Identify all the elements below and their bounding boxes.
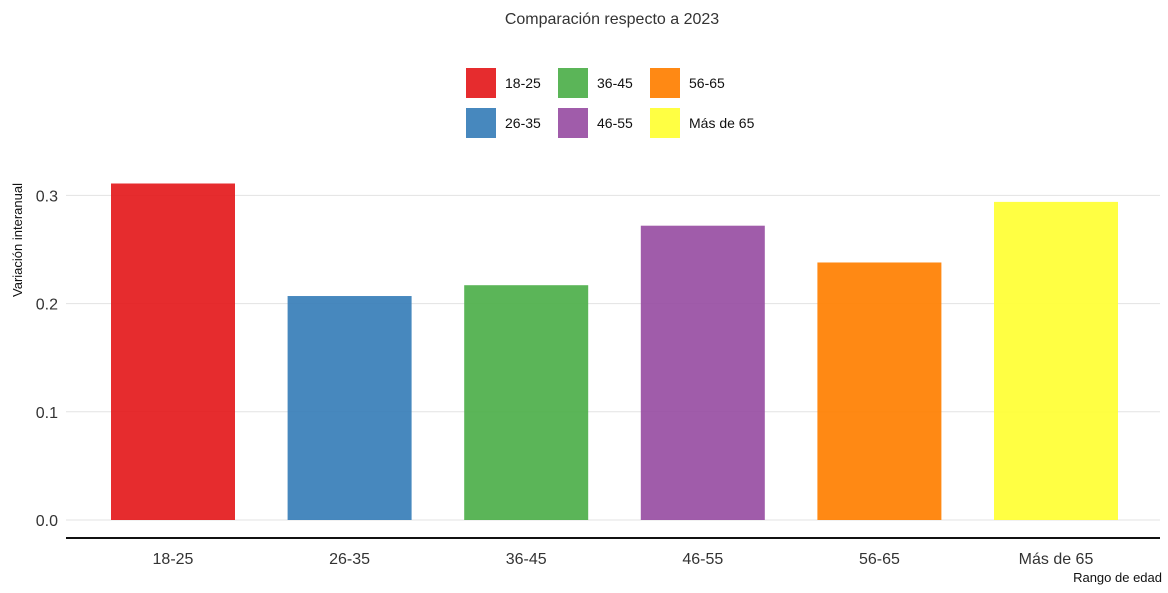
x-tick-label: 56-65 [859, 551, 900, 568]
x-tick-label: 18-25 [153, 551, 194, 568]
y-tick-label: 0.0 [36, 513, 58, 530]
x-axis-ticks: 18-25 26-35 36-45 46-55 56-65 Más de 65 [153, 551, 1094, 568]
x-tick-label: Más de 65 [1019, 551, 1094, 568]
y-tick-label: 0.2 [36, 297, 58, 314]
legend-swatch [558, 68, 588, 98]
legend: 18-25 26-35 36-45 46-55 56-65 Más de 65 [466, 68, 755, 138]
legend-label: Más de 65 [689, 115, 755, 131]
grid-lines [66, 194, 1160, 521]
legend-swatch [558, 108, 588, 138]
x-tick-label: 26-35 [329, 551, 370, 568]
bar [640, 225, 765, 521]
y-tick-label: 0.1 [36, 405, 58, 422]
x-tick-label: 36-45 [506, 551, 547, 568]
x-tick-label: 46-55 [682, 551, 723, 568]
bar [994, 201, 1118, 520]
legend-label: 46-55 [597, 115, 633, 131]
legend-swatch [466, 108, 496, 138]
bar [287, 296, 412, 520]
legend-swatch [650, 68, 680, 98]
legend-swatch [466, 68, 496, 98]
y-axis-ticks: 0.0 0.1 0.2 0.3 [36, 188, 58, 530]
y-axis-label: Variación interanual [10, 183, 25, 297]
bars [111, 183, 1118, 521]
legend-label: 56-65 [689, 75, 725, 91]
legend-label: 18-25 [505, 75, 541, 91]
y-tick-label: 0.3 [36, 188, 58, 205]
bar [111, 183, 235, 521]
bar [817, 262, 942, 520]
chart-title: Comparación respecto a 2023 [505, 11, 719, 28]
x-axis-label: Rango de edad [1073, 570, 1162, 585]
legend-label: 26-35 [505, 115, 541, 131]
legend-label: 36-45 [597, 75, 633, 91]
legend-swatch [650, 108, 680, 138]
bar [464, 285, 589, 520]
